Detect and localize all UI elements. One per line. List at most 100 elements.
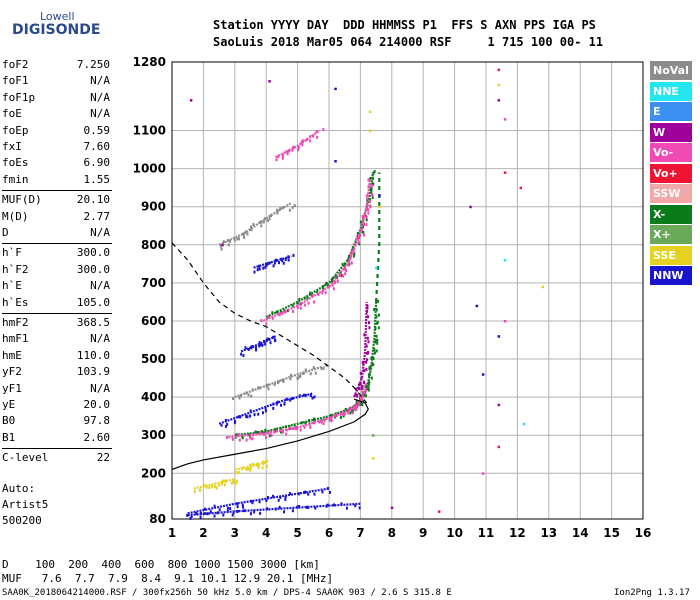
echo-point-vo xyxy=(297,148,300,152)
echo-point-x xyxy=(372,182,375,186)
echo-point-nnw xyxy=(278,505,281,509)
echo-point-nnw xyxy=(266,337,269,341)
x-tick-label: 14 xyxy=(572,526,589,540)
echo-point-x xyxy=(374,339,377,343)
param-name: fmin xyxy=(2,172,29,186)
echo-point-vo xyxy=(245,438,248,442)
param-row-hes: h`Es 105.0 xyxy=(2,296,110,310)
echo-point-vo xyxy=(278,313,281,317)
echo-point-x xyxy=(249,435,252,439)
echo-point-noval xyxy=(222,240,225,244)
scatter-point xyxy=(497,99,501,102)
echo-point-noval xyxy=(289,373,292,377)
echo-point-nnw xyxy=(284,497,287,501)
echo-point-nnw xyxy=(303,393,306,397)
echo-point-x xyxy=(326,284,329,288)
footer-version: Ion2Png 1.3.17 xyxy=(614,588,690,598)
echo-point-w xyxy=(358,387,361,391)
true-height-profile-curve xyxy=(171,398,369,471)
echo-point-nnw xyxy=(328,490,331,494)
echo-point-sse xyxy=(262,460,265,464)
echo-point-nnw xyxy=(262,411,265,415)
echo-point-noval xyxy=(229,239,232,243)
echo-point-w xyxy=(368,326,371,330)
param-row-foep: foEp 0.59 xyxy=(2,124,110,138)
echo-point-x xyxy=(309,291,312,295)
echo-point-nnw xyxy=(291,509,294,513)
echo-point-vo xyxy=(275,158,278,162)
echo-point-nnw xyxy=(274,258,277,262)
echo-point-nnw xyxy=(281,259,284,263)
echo-point-noval xyxy=(288,208,291,212)
echo-point-nnw xyxy=(237,415,240,419)
echo-point-w xyxy=(359,382,362,386)
echo-point-nnw xyxy=(249,512,252,516)
echo-point-nnw xyxy=(265,498,268,502)
echo-point-nnw xyxy=(259,511,262,515)
echo-point-x xyxy=(256,430,259,434)
param-row-hme: hmE 110.0 xyxy=(2,349,110,363)
echo-point-vo xyxy=(351,411,354,415)
echo-point-vo xyxy=(329,418,332,422)
param-row-yf1: yF1 N/A xyxy=(2,382,110,396)
echo-point-sse xyxy=(262,462,265,466)
echo-point-vo xyxy=(369,205,372,209)
echo-point-nnw xyxy=(241,503,244,507)
echo-point-vo xyxy=(271,316,274,320)
echo-point-vo xyxy=(343,412,346,416)
echo-point-noval xyxy=(250,228,253,232)
echo-point-nnw xyxy=(264,409,267,413)
echo-point-vo xyxy=(312,300,315,304)
echo-point-nnw xyxy=(226,506,229,510)
logo-digisonde: DIGISONDE xyxy=(12,22,101,38)
param-row-b1: B1 2.60 xyxy=(2,431,110,445)
param-value: 300.0 xyxy=(76,262,110,276)
echo-point-x xyxy=(370,190,373,194)
echo-point-sse xyxy=(224,479,227,483)
x-tick-label: 7 xyxy=(356,526,364,540)
echo-point-nnw xyxy=(280,403,283,407)
param-row-hmf2: hmF2 368.5 xyxy=(2,316,110,330)
echo-point-vo xyxy=(357,240,360,244)
echo-point-x xyxy=(373,170,376,174)
plot-frame xyxy=(171,61,644,520)
echo-point-vo xyxy=(330,416,333,420)
echo-point-x xyxy=(264,428,267,432)
echo-point-nnw xyxy=(267,262,270,266)
autoscale-label: Auto: xyxy=(2,482,36,495)
echo-point-vo xyxy=(344,272,347,276)
echo-point-vo xyxy=(368,199,371,203)
x-tick-label: 16 xyxy=(635,526,652,540)
echo-point-noval xyxy=(296,377,299,381)
echo-point-x xyxy=(329,413,332,417)
echo-point-vo xyxy=(327,285,330,289)
echo-point-noval xyxy=(238,396,241,400)
echo-point-vo xyxy=(303,303,306,307)
echo-point-vo xyxy=(284,310,287,314)
scatter-point xyxy=(378,205,381,209)
echo-point-vo xyxy=(360,397,363,401)
param-value: N/A xyxy=(90,107,110,121)
param-row-fof1: foF1 N/A xyxy=(2,74,110,88)
echo-point-x xyxy=(372,357,375,361)
param-name: h`Es xyxy=(2,295,29,309)
echo-point-sse xyxy=(249,466,252,470)
echo-point-vo xyxy=(259,431,262,435)
echo-point-nnw xyxy=(245,415,248,419)
echo-point-vo xyxy=(292,427,295,431)
echo-point-vo xyxy=(260,319,263,323)
echo-point-nnw xyxy=(231,513,234,517)
echo-point-noval xyxy=(276,208,279,212)
echo-point-sse xyxy=(235,479,238,483)
echo-trace-sse xyxy=(234,460,267,471)
echo-point-x xyxy=(299,302,302,306)
muf-values-row: MUF 7.6 7.7 7.9 8.4 9.1 10.1 12.9 20.1 [… xyxy=(2,572,334,585)
echo-point-x xyxy=(316,290,319,294)
echo-point-noval xyxy=(312,366,315,370)
echo-trace-x xyxy=(234,301,378,437)
echo-point-x xyxy=(377,313,380,317)
echo-point-x xyxy=(339,415,342,419)
echo-point-noval xyxy=(252,222,255,226)
echo-point-sse xyxy=(249,468,252,472)
param-name: C-level xyxy=(2,451,49,465)
